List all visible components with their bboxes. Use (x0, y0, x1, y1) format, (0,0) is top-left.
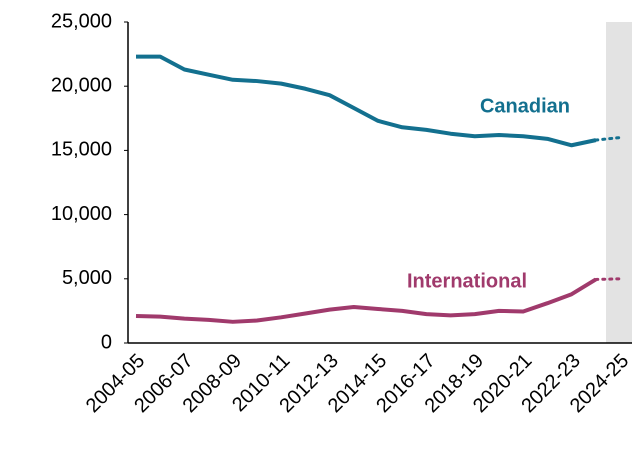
projection-shade (606, 22, 632, 343)
series-label: International (407, 270, 527, 292)
series-line (135, 277, 597, 324)
projected-line (594, 136, 622, 142)
y-tick-label: 10,000 (51, 203, 112, 225)
projected-line (594, 277, 622, 281)
y-tick-label: 0 (101, 331, 112, 353)
y-tick-label: 15,000 (51, 139, 112, 161)
y-tick-label: 20,000 (51, 74, 112, 96)
y-tick-label: 25,000 (51, 10, 112, 32)
series-label: Canadian (480, 95, 570, 117)
series-line (136, 54, 597, 148)
y-tick-label: 5,000 (62, 267, 112, 289)
